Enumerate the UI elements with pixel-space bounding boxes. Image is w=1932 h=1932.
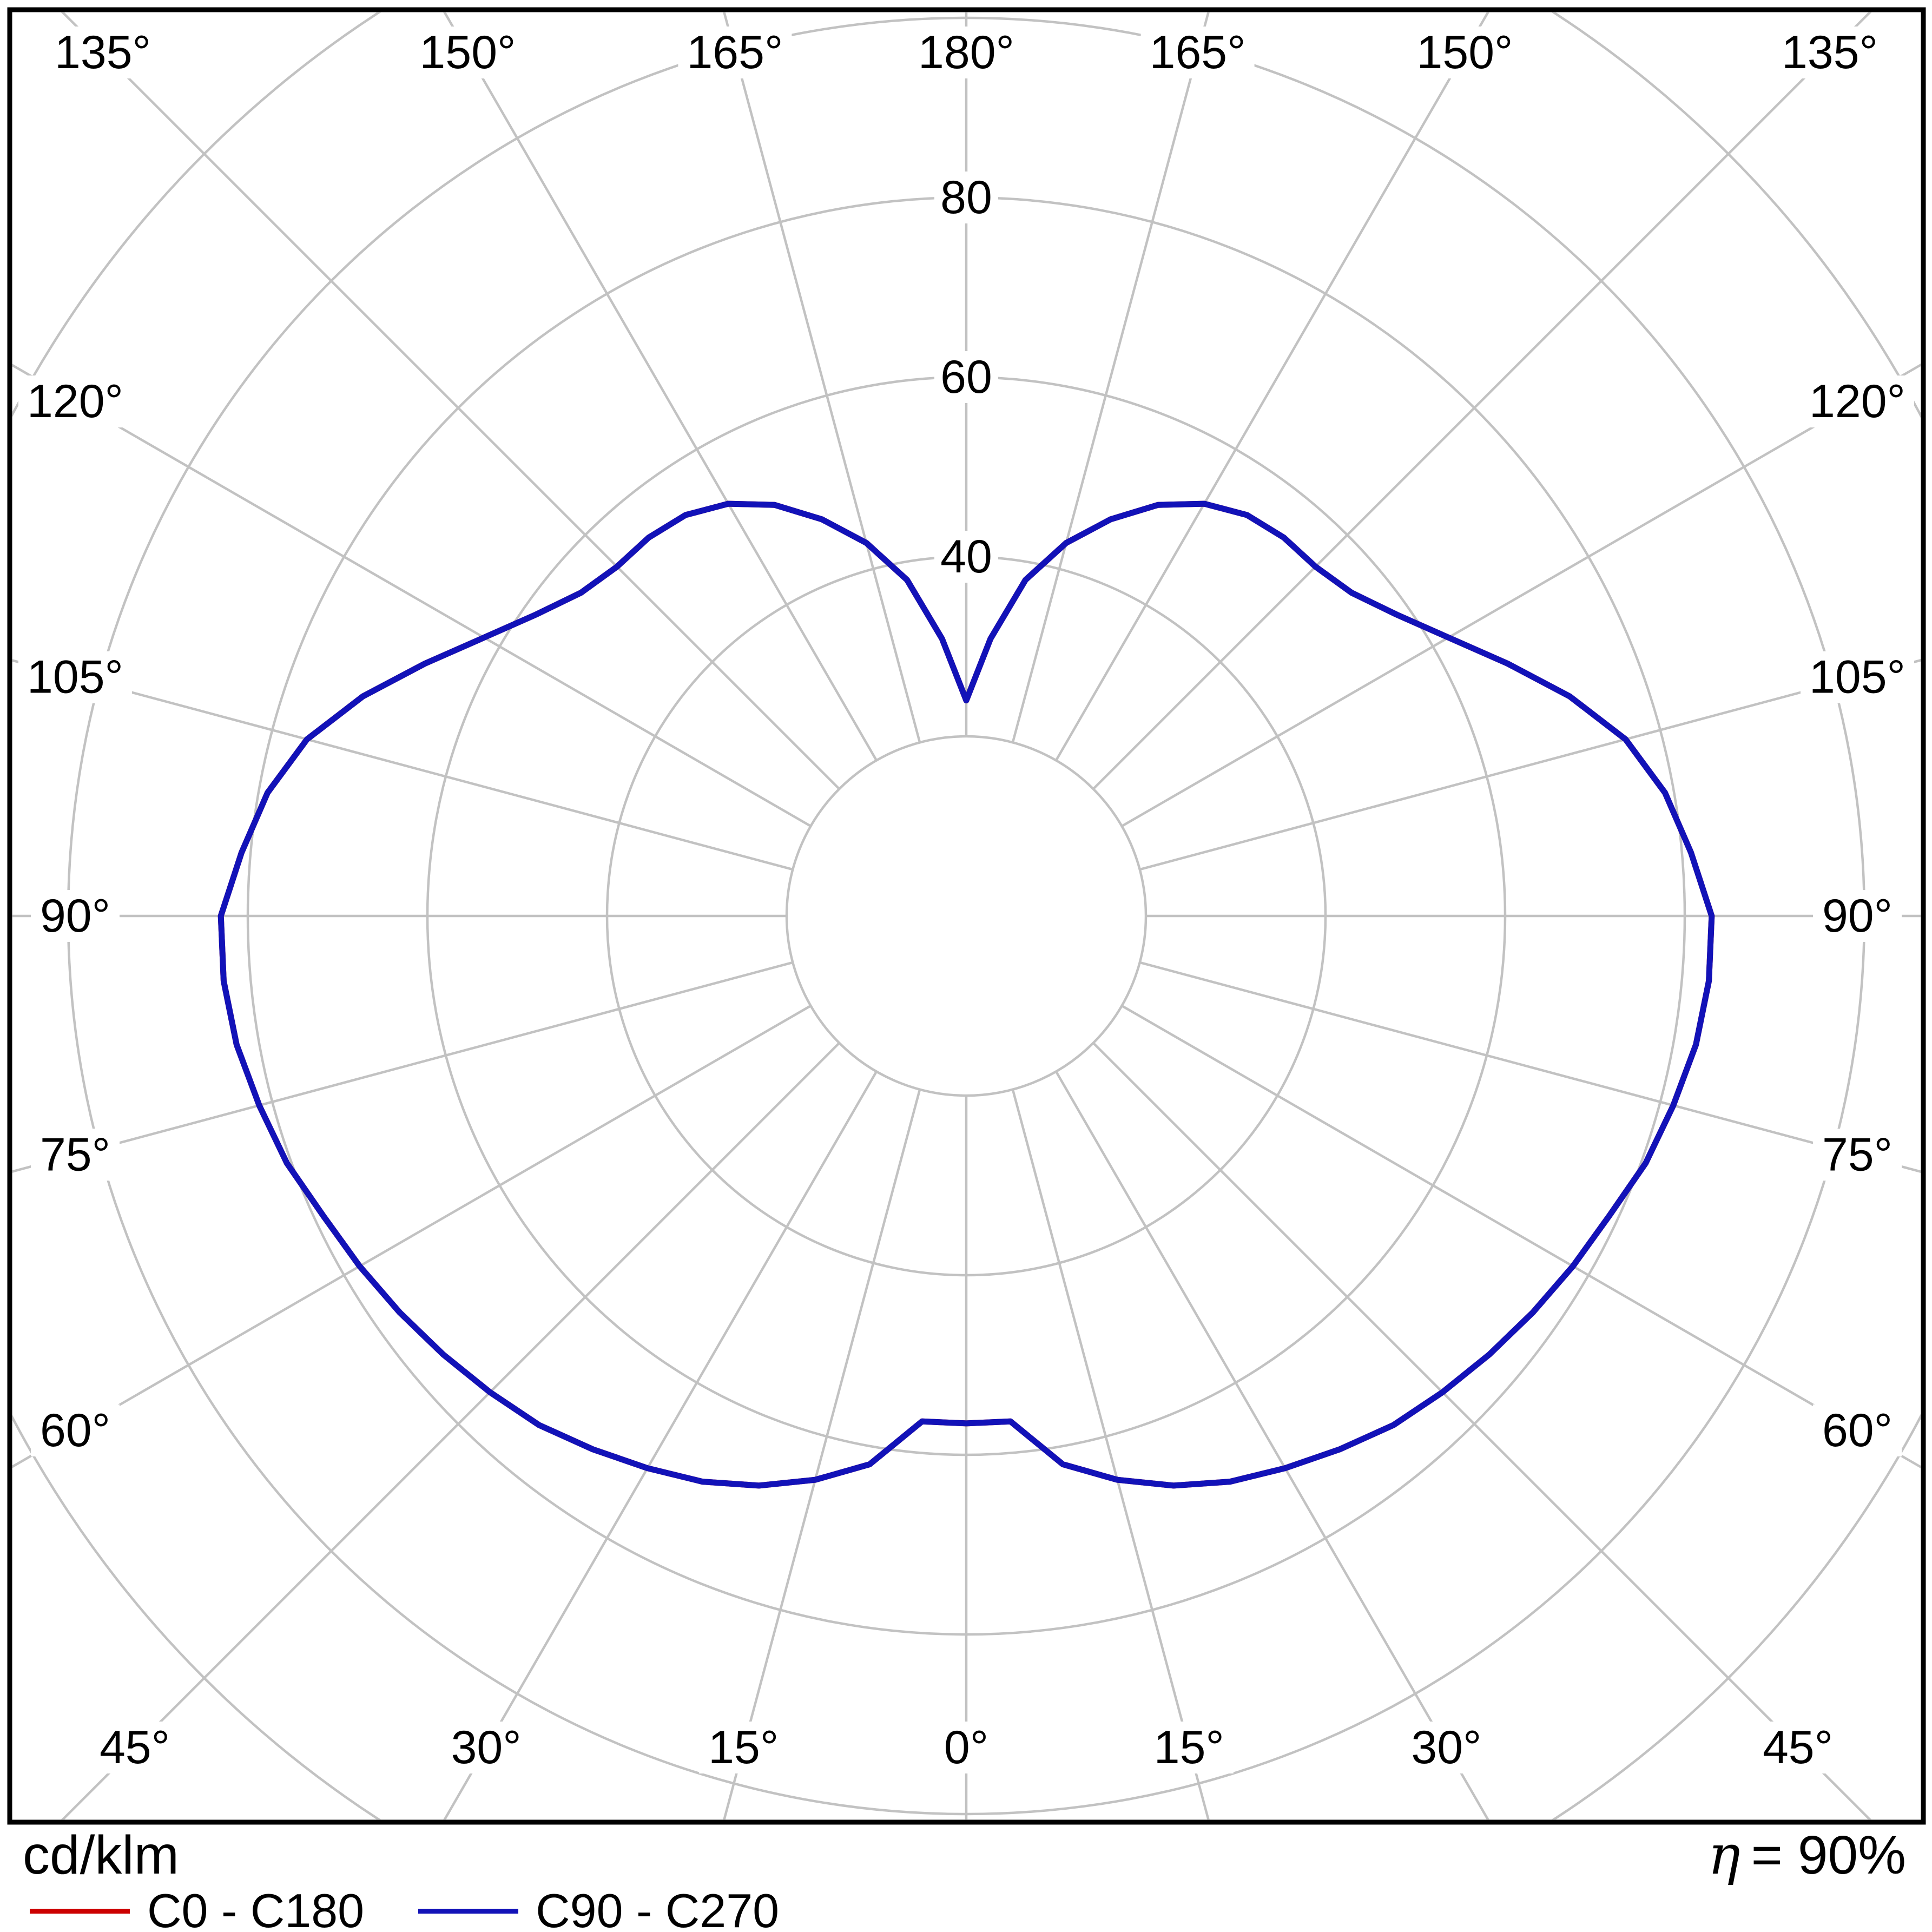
- angle-tick-label: 150°: [1417, 27, 1513, 78]
- legend-item-c90-c270: C90 - C270: [418, 1885, 779, 1932]
- units-label: cd/klm: [23, 1825, 179, 1885]
- angle-tick-label: 60°: [1822, 1405, 1893, 1456]
- angle-tick-label: 105°: [1809, 651, 1905, 703]
- angle-tick-label: 165°: [1150, 27, 1246, 78]
- angle-tick-label: 60°: [40, 1405, 110, 1456]
- angle-tick-label: 180°: [918, 27, 1014, 78]
- efficiency-label: η = 90%: [1708, 1825, 1906, 1885]
- legend-swatch-c0-c180: [30, 1908, 130, 1914]
- radial-tick-label: 80: [940, 172, 992, 223]
- angle-tick-label: 135°: [1782, 27, 1878, 78]
- angle-tick-label: 45°: [1763, 1722, 1833, 1773]
- angle-tick-label: 15°: [1154, 1722, 1224, 1773]
- angle-tick-label: 90°: [40, 890, 110, 942]
- angle-tick-label: 0°: [944, 1722, 988, 1773]
- eta-symbol: η: [1707, 1823, 1740, 1887]
- angle-tick-label: 105°: [27, 651, 123, 703]
- legend: C0 - C180 C90 - C270: [30, 1885, 779, 1932]
- angle-tick-label: 15°: [708, 1722, 779, 1773]
- angle-tick-label: 165°: [687, 27, 783, 78]
- angle-tick-label: 120°: [1809, 375, 1905, 427]
- eta-value: = 90%: [1751, 1825, 1906, 1885]
- footer: cd/klm η = 90% C0 - C180 C90 - C270: [0, 1822, 1932, 1932]
- angle-tick-label: 45°: [100, 1722, 170, 1773]
- angle-tick-label: 30°: [451, 1722, 522, 1773]
- radial-tick-label: 40: [940, 531, 992, 583]
- angle-tick-label: 120°: [27, 375, 123, 427]
- angle-tick-label: 150°: [420, 27, 516, 78]
- angle-tick-label: 30°: [1411, 1722, 1481, 1773]
- radial-tick-label: 60: [940, 351, 992, 403]
- angle-tick-label: 135°: [55, 27, 151, 78]
- angle-tick-label: 75°: [1822, 1129, 1893, 1181]
- legend-label-c90-c270: C90 - C270: [536, 1884, 780, 1932]
- legend-label-c0-c180: C0 - C180: [147, 1884, 365, 1932]
- legend-item-c0-c180: C0 - C180: [30, 1885, 364, 1932]
- curve-C90-C270: [217, 500, 1715, 1489]
- legend-swatch-c90-c270: [418, 1908, 519, 1914]
- angle-tick-label: 75°: [40, 1129, 110, 1181]
- angle-tick-label: 90°: [1822, 890, 1893, 942]
